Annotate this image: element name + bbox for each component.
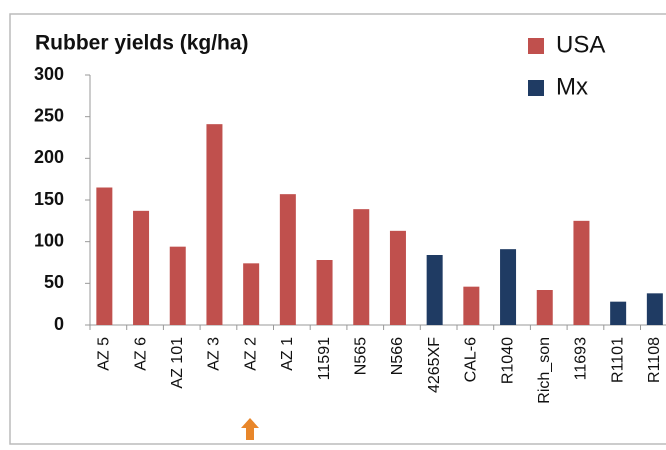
y-tick-label: 200	[34, 147, 64, 167]
chart-border	[9, 13, 666, 445]
bar	[426, 255, 443, 325]
legend-label: USA	[556, 31, 605, 58]
y-tick-label: 100	[34, 230, 64, 250]
bar	[316, 260, 333, 325]
chart-title: Rubber yields (kg/ha)	[35, 32, 249, 55]
x-tick-label: AZ 5	[96, 337, 113, 371]
x-tick-label: AZ 101	[169, 337, 186, 389]
y-tick-label: 50	[44, 272, 64, 292]
x-tick-label: N566	[389, 337, 406, 375]
x-tick-label: N565	[352, 337, 369, 375]
x-tick-label: R1101	[609, 337, 626, 383]
y-tick-label: 0	[54, 314, 64, 334]
bar	[133, 210, 150, 325]
x-tick-label: AZ 3	[206, 337, 223, 371]
y-tick-label: 150	[34, 189, 64, 209]
y-tick-label: 250	[34, 105, 64, 125]
x-tick-label: AZ 1	[279, 337, 296, 371]
x-tick-label: 11591	[316, 337, 333, 380]
x-tick-label: R1040	[499, 337, 516, 384]
y-tick-label: 300	[34, 64, 64, 84]
x-tick-label: CAL-6	[463, 337, 480, 382]
legend-swatch	[528, 80, 544, 96]
bar	[536, 290, 553, 325]
bar	[500, 249, 517, 325]
bar	[169, 246, 186, 325]
x-tick-label: 4265XF	[426, 337, 443, 393]
x-tick-label: R1108	[646, 337, 663, 383]
bar	[206, 124, 223, 326]
x-tick-label: AZ 2	[242, 337, 259, 371]
x-tick-label: AZ 6	[132, 337, 149, 371]
x-tick-label: Rich_son	[536, 337, 553, 404]
bar	[610, 301, 627, 325]
bar	[96, 187, 113, 325]
bar	[353, 209, 370, 325]
bar	[463, 286, 480, 325]
bar	[279, 194, 296, 325]
bar	[646, 293, 663, 325]
x-tick-label: 11693	[573, 337, 590, 380]
bar	[573, 220, 590, 325]
legend-label: Mx	[556, 73, 588, 100]
arrow-marker	[241, 418, 259, 440]
bar	[389, 230, 406, 325]
bar	[243, 263, 260, 325]
legend-swatch	[528, 38, 544, 54]
